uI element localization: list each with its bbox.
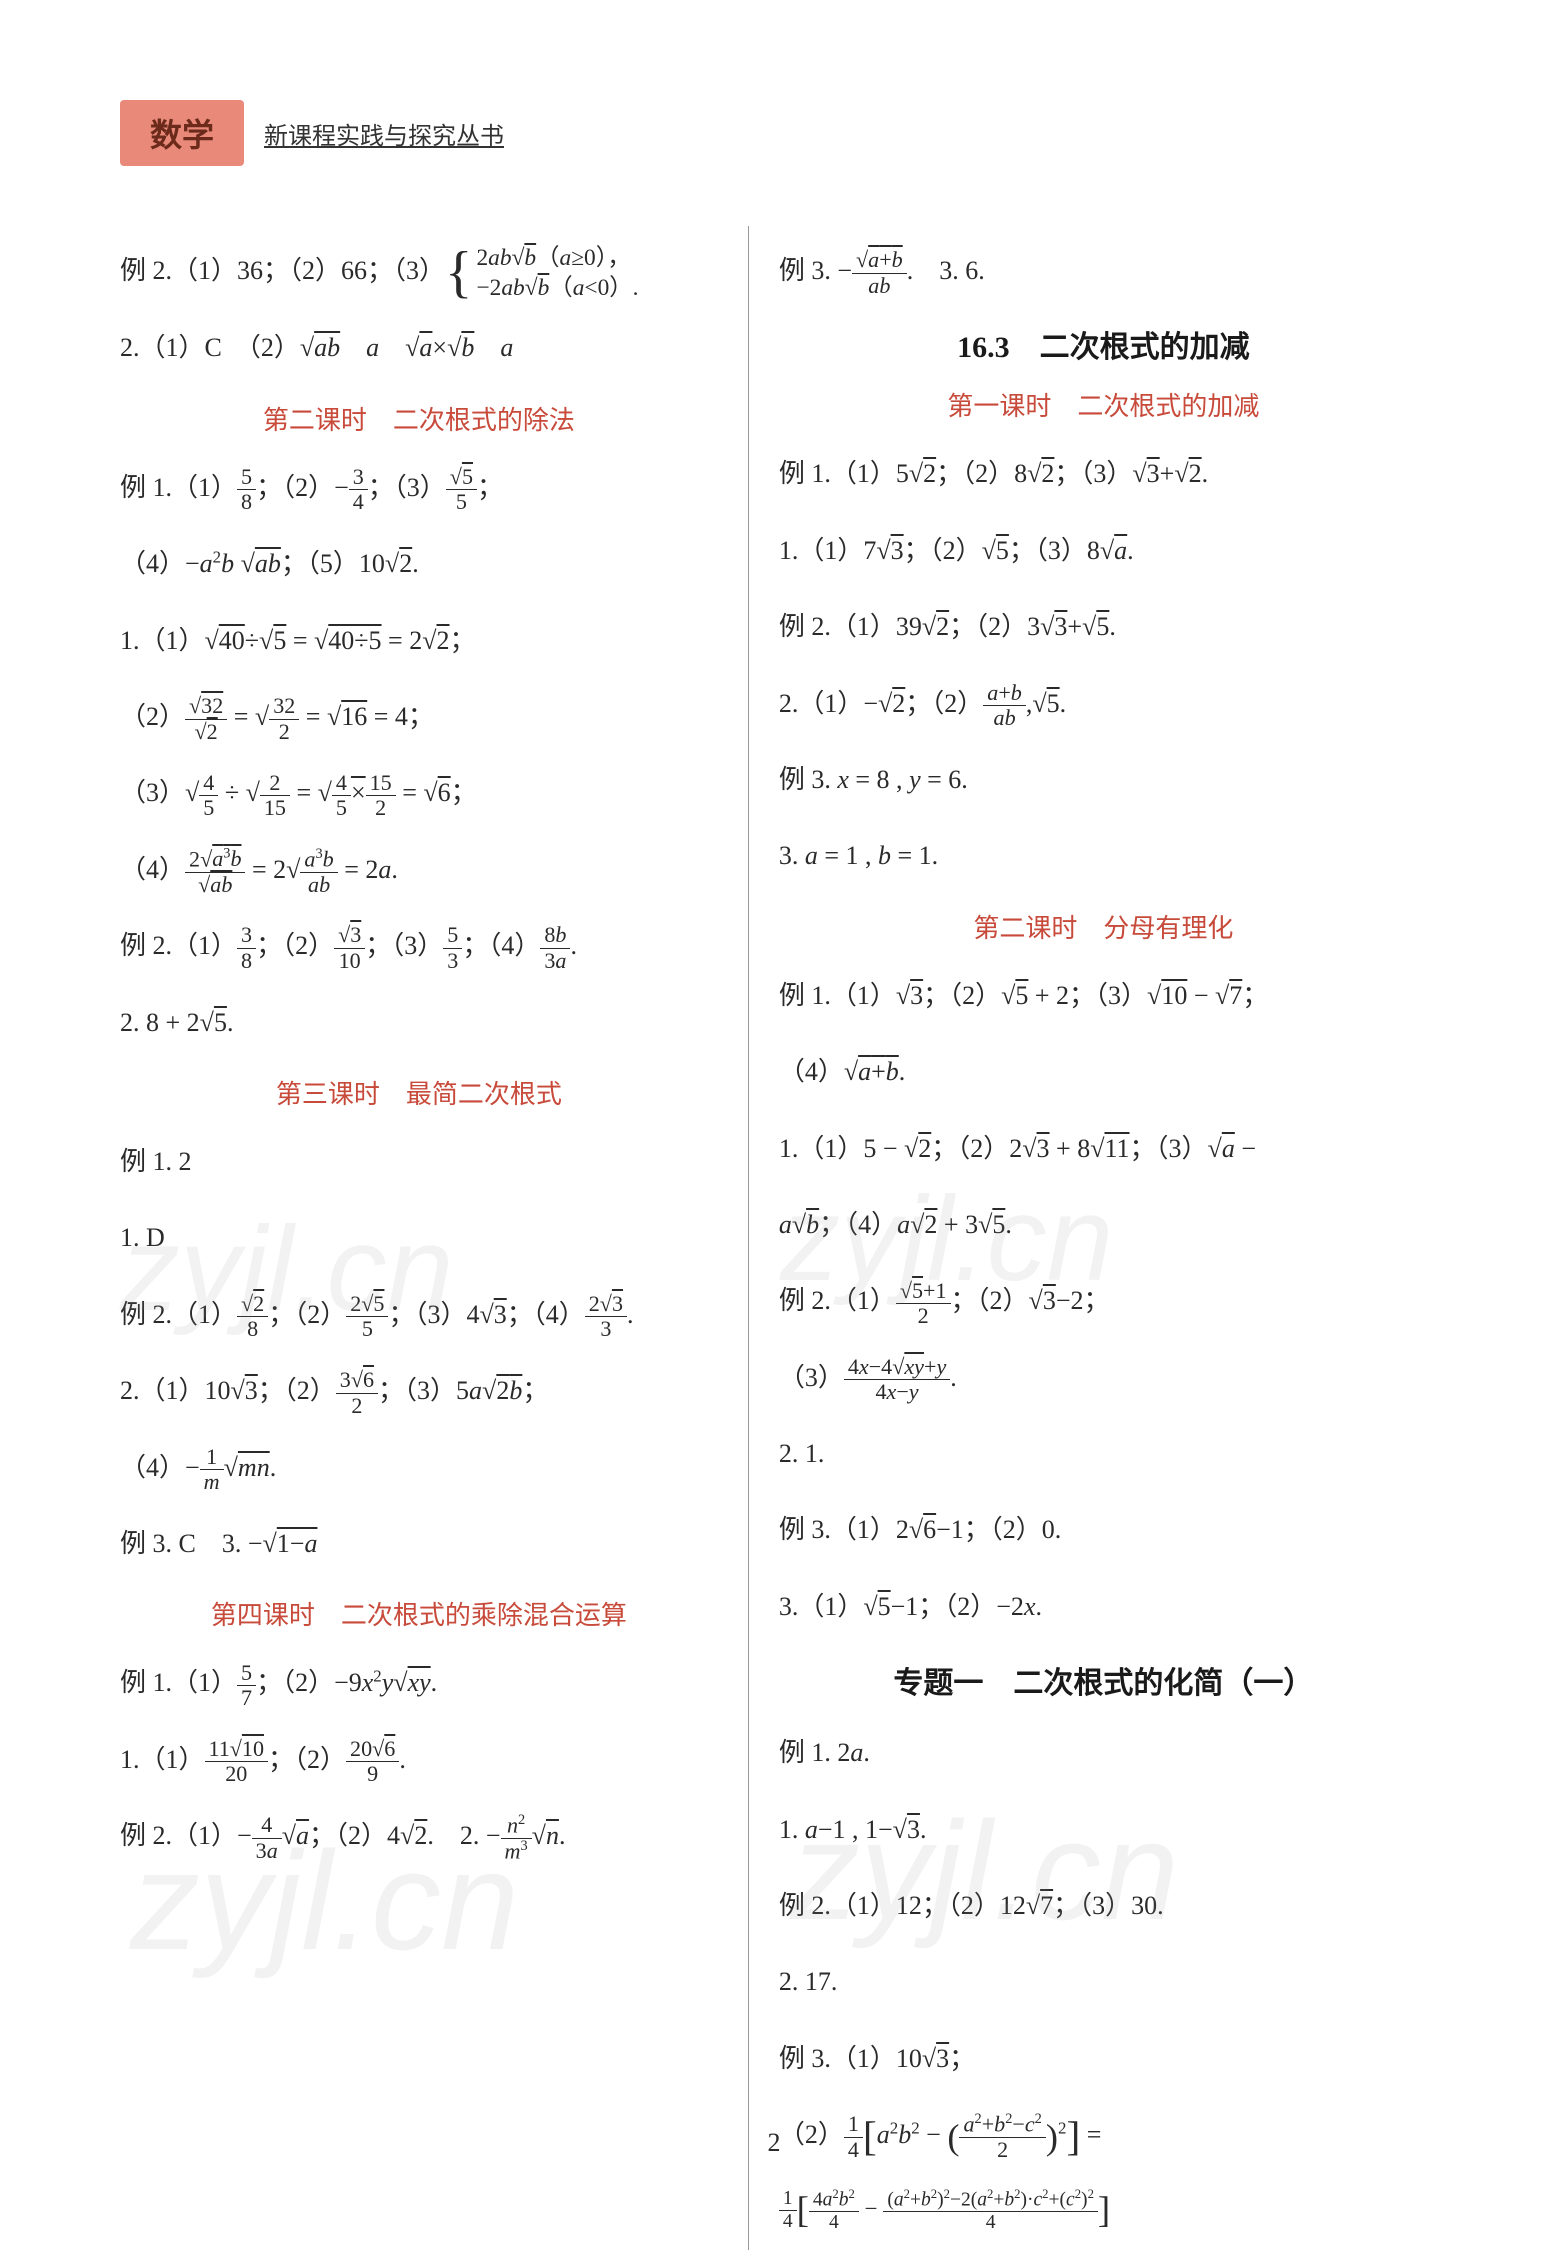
content-columns: 例 2.（1）36；（2）66；（3）{2ab√b（a≥0），−2ab√b（a<…: [120, 226, 1428, 2250]
math-line: 例 2.（1）√5+12；（2）√3−2；: [779, 1270, 1428, 1332]
page-header: 数学 新课程实践与探究丛书: [120, 100, 1428, 166]
math-line: 1. D: [120, 1207, 718, 1269]
math-line: 例 3. x = 8 , y = 6.: [779, 749, 1428, 811]
section-header: 专题一 二次根式的化简（一）: [779, 1658, 1428, 1702]
right-column: 例 3. −√a+bab. 3. 6. 16.3 二次根式的加减 第一课时 二次…: [748, 226, 1428, 2250]
math-line: 例 3.（1）2√6−1；（2）0.: [779, 1499, 1428, 1561]
math-line: 例 1.（1）√3；（2）√5 + 2；（3）√10 − √7；: [779, 965, 1428, 1027]
math-line: 例 2.（1）12；（2）12√7；（3）30.: [779, 1875, 1428, 1937]
math-line: 例 1. 2: [120, 1131, 718, 1193]
math-line: （4）2√a3b√ab = 2√a3bab = 2a.: [120, 839, 718, 901]
section-header: 16.3 二次根式的加减: [779, 322, 1428, 366]
math-line: （4）−a2b √ab；（5）10√2.: [120, 533, 718, 595]
math-line: 1.（1）√40÷√5 = √40÷5 = 2√2；: [120, 610, 718, 672]
math-line: 例 1.（1）57；（2）−9x2y√xy.: [120, 1652, 718, 1714]
math-line: 2.（1）C （2）√ab a √a×√b a: [120, 317, 718, 379]
math-line: 例 3. −√a+bab. 3. 6.: [779, 240, 1428, 302]
math-line: 例 2.（1）39√2；（2）3√3+√5.: [779, 596, 1428, 658]
math-line: 1. a−1 , 1−√3.: [779, 1799, 1428, 1861]
lesson-header: 第二课时 分母有理化: [779, 908, 1428, 945]
math-line: 2. 17.: [779, 1951, 1428, 2013]
math-line: 2.（1）−√2；（2）a+bab,√5.: [779, 673, 1428, 735]
math-line: （3）√45 ÷ √215 = √45×152 = √6；: [120, 762, 718, 824]
math-line: 例 3. C 3. −√1−a: [120, 1513, 718, 1575]
math-line: 3. a = 1 , b = 1.: [779, 825, 1428, 887]
math-line: 2.（1）10√3；（2）3√62；（3）5a√2b；: [120, 1360, 718, 1422]
math-line: 例 2.（1）√28；（2）2√55；（3）4√3；（4）2√33.: [120, 1284, 718, 1346]
math-line: 14[4a2b24 − (a2+b2)2−2(a2+b2)·c2+(c2)24]: [779, 2181, 1428, 2236]
math-line: 例 1. 2a.: [779, 1722, 1428, 1784]
left-column: 例 2.（1）36；（2）66；（3）{2ab√b（a≥0），−2ab√b（a<…: [120, 226, 748, 2250]
math-line: 例 2.（1）−43a√a；（2）4√2. 2. −n2m3√n.: [120, 1805, 718, 1867]
math-line: 例 2.（1）36；（2）66；（3）{2ab√b（a≥0），−2ab√b（a<…: [120, 240, 718, 303]
math-line: （4）−1m√mn.: [120, 1437, 718, 1499]
math-line: 例 3.（1）10√3；: [779, 2028, 1428, 2090]
lesson-header: 第二课时 二次根式的除法: [120, 400, 718, 437]
math-line: （2）14[a2b2 − (a2+b2−c22)2] =: [779, 2104, 1428, 2166]
math-line: 1.（1）7√3；（2）√5；（3）8√a.: [779, 520, 1428, 582]
math-line: 例 2.（1）38；（2）√310；（3）53；（4）8b3a.: [120, 915, 718, 977]
math-line: （3）4x−4√xy+y4x−y.: [779, 1347, 1428, 1409]
math-line: 3.（1）√5−1；（2）−2x.: [779, 1576, 1428, 1638]
math-line: 2. 1.: [779, 1423, 1428, 1485]
page-number: 2: [768, 2128, 781, 2158]
math-line: 1.（1）5 − √2；（2）2√3 + 8√11；（3）√a −: [779, 1118, 1428, 1180]
math-line: 例 1.（1）5√2；（2）8√2；（3）√3+√2.: [779, 443, 1428, 505]
math-line: （4）√a+b.: [779, 1041, 1428, 1103]
math-line: （2）√32√2 = √322 = √16 = 4；: [120, 686, 718, 748]
math-line: 例 1.（1）58；（2）−34；（3）√55；: [120, 457, 718, 519]
math-line: 1.（1）11√1020；（2）20√69.: [120, 1729, 718, 1791]
lesson-header: 第一课时 二次根式的加减: [779, 386, 1428, 423]
lesson-header: 第四课时 二次根式的乘除混合运算: [120, 1595, 718, 1632]
lesson-header: 第三课时 最简二次根式: [120, 1074, 718, 1111]
math-line: 2. 8 + 2√5.: [120, 992, 718, 1054]
series-title: 新课程实践与探究丛书: [264, 116, 504, 151]
subject-label: 数学: [120, 100, 244, 166]
math-line: a√b；（4）a√2 + 3√5.: [779, 1194, 1428, 1256]
